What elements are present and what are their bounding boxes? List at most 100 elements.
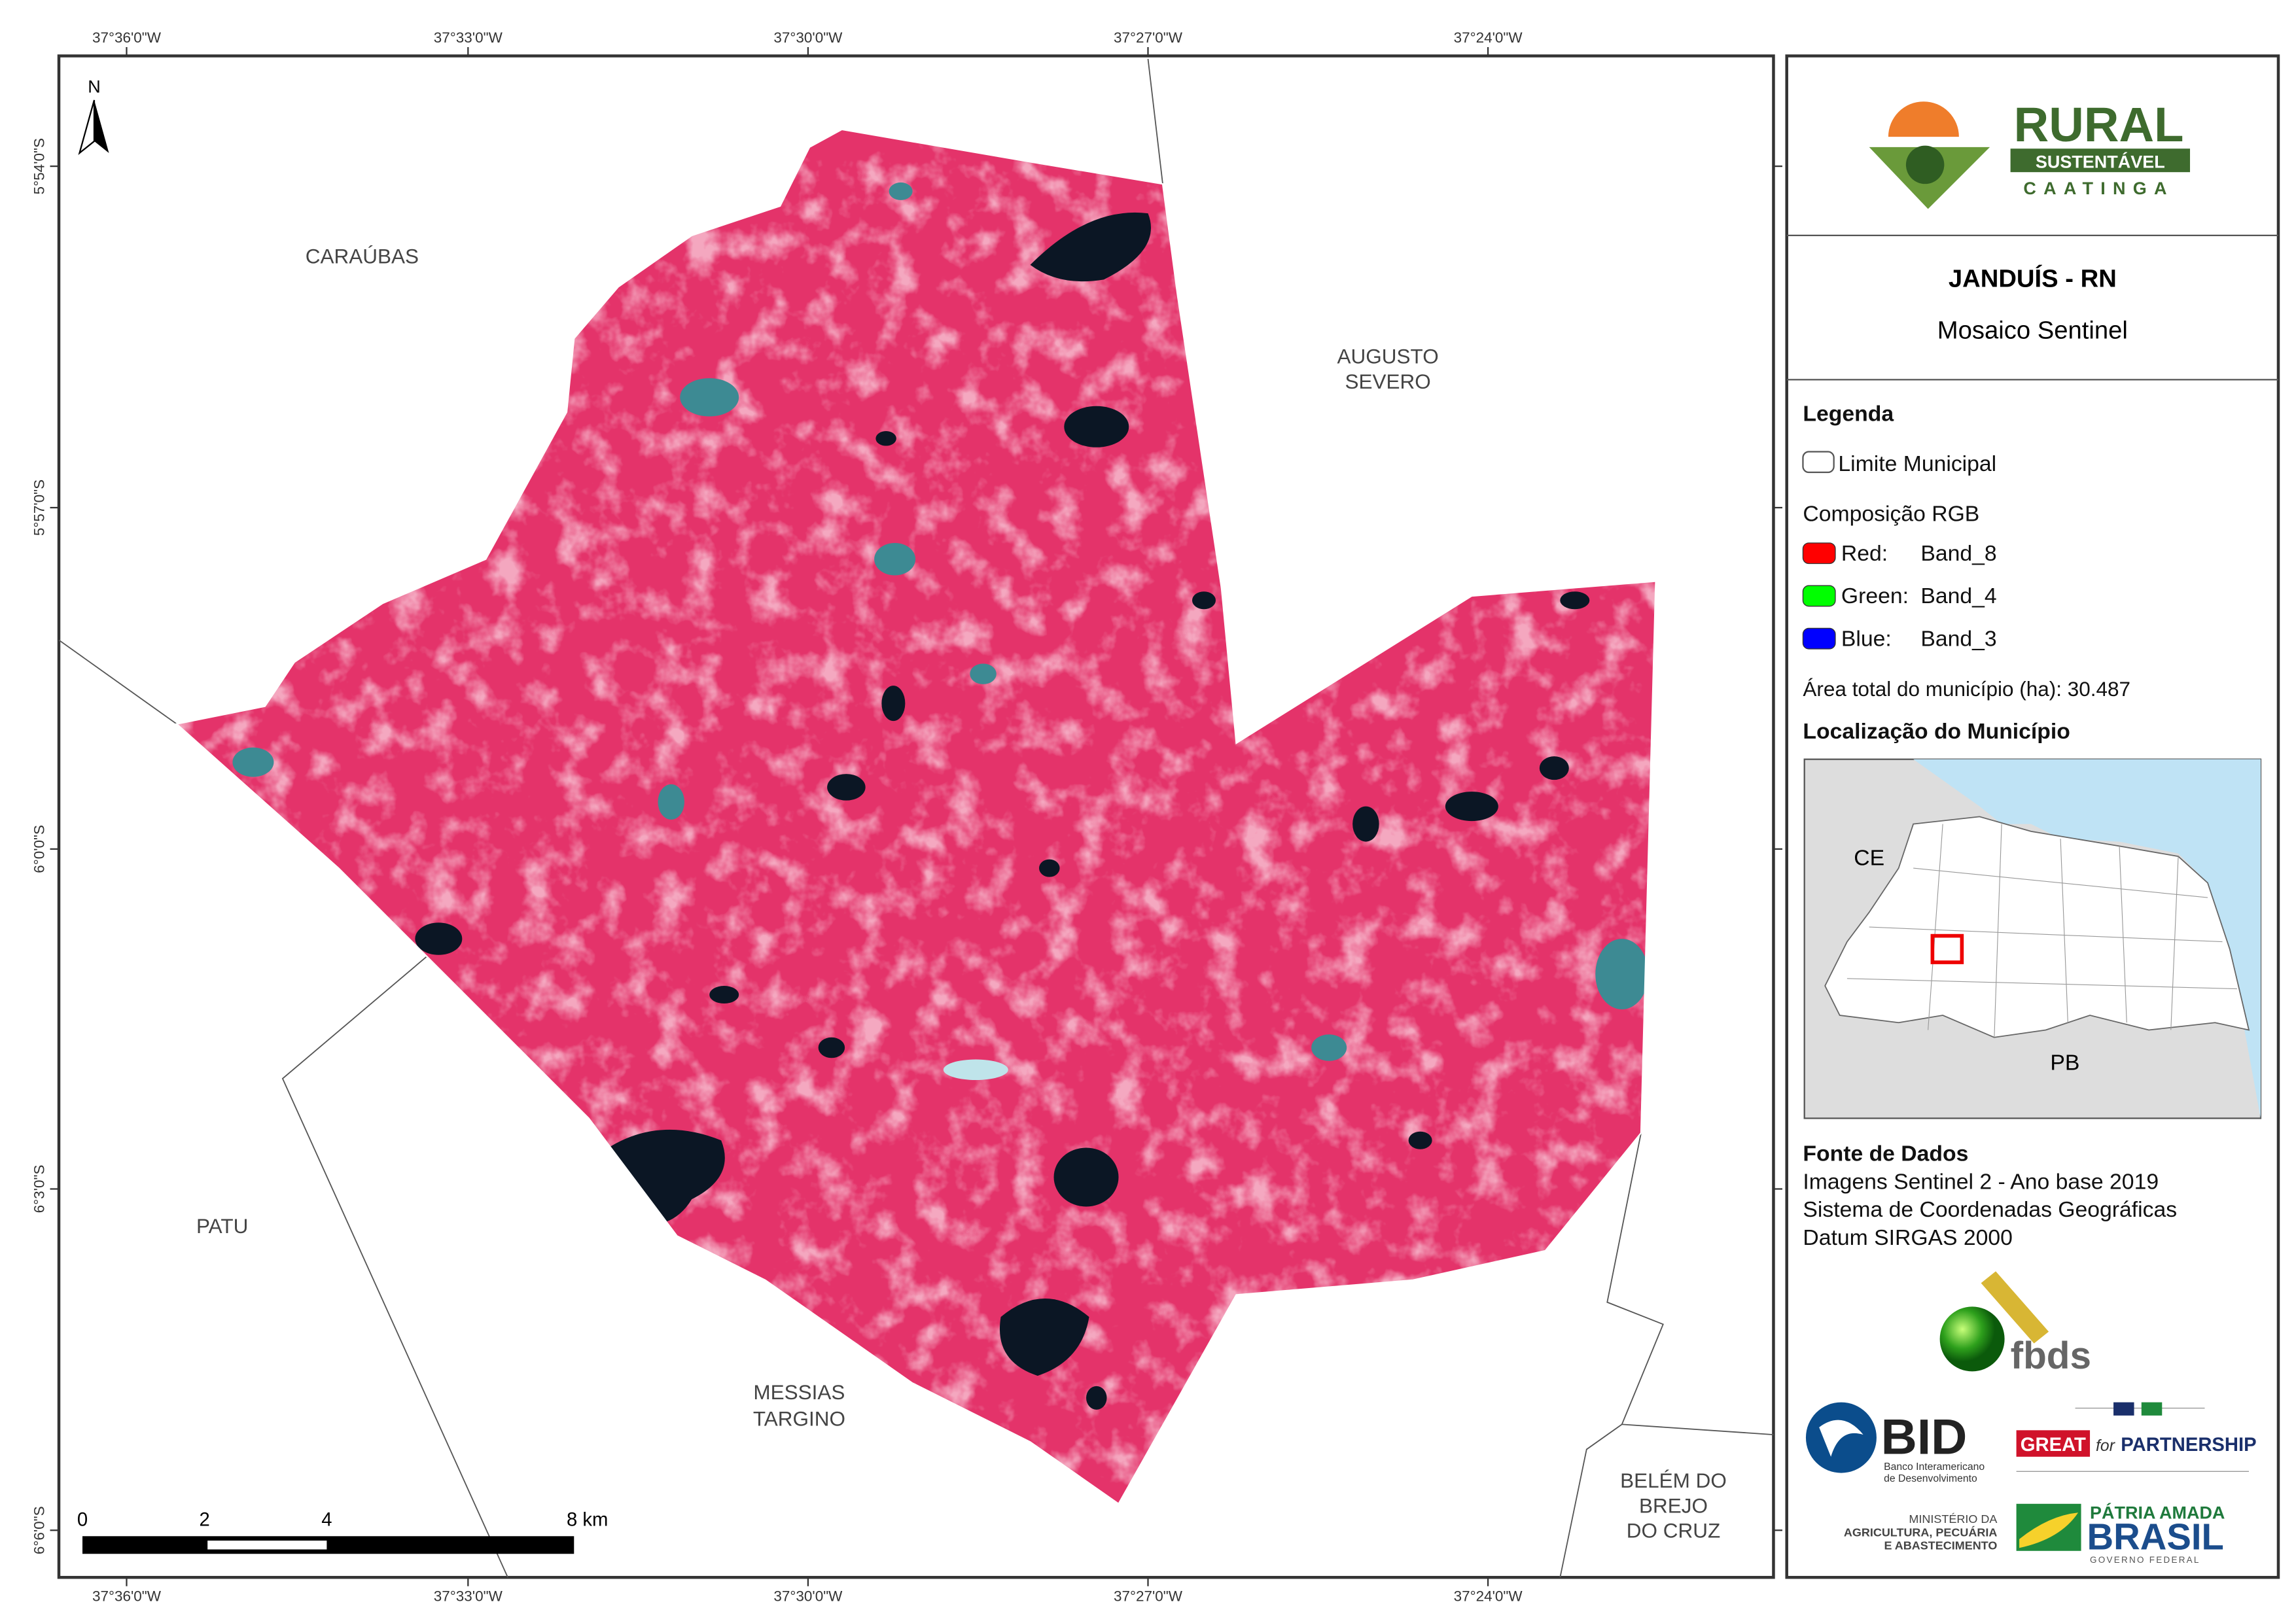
state-rn	[1824, 816, 2250, 1038]
place-name: CARAÚBAS	[306, 245, 419, 268]
rural-logo: RURAL SUSTENTÁVEL CAATINGA	[1869, 97, 2191, 209]
inset-map: CE PB	[1803, 758, 2262, 1119]
logo-text: PÁTRIA AMADA	[2090, 1502, 2225, 1522]
longitude-label: 37°24'0"W	[1454, 1588, 1523, 1604]
logo-shape	[2019, 1512, 2079, 1548]
logo-shape	[1981, 1271, 2049, 1344]
shallow-water	[232, 182, 1649, 1081]
bid-logo: BID Banco Interamericano de Desenvolvime…	[1805, 1402, 1985, 1484]
logo-shape	[1888, 101, 1959, 137]
legend-item: Limite Municipal	[1838, 451, 1996, 476]
scale-bar: 0 2 4 8 km	[77, 1510, 608, 1554]
longitude-label: 37°33'0"W	[434, 29, 503, 46]
longitude-labels: 37°36'0"W 37°33'0"W 37°30'0"W 37°27'0"W …	[92, 29, 1523, 1604]
scale-label: 2	[200, 1510, 210, 1531]
sources-heading: Fonte de Dados	[1803, 1142, 1968, 1166]
band-list: Red: Band_8 Green: Band_4 Blue: Band_3	[1802, 541, 1997, 651]
longitude-label: 37°33'0"W	[434, 1588, 503, 1604]
band-name: Band_4	[1920, 584, 1996, 608]
place-name: MESSIAS	[753, 1380, 845, 1404]
inset-label: PB	[2050, 1050, 2079, 1075]
logo-text: RURAL	[2014, 97, 2184, 152]
latitude-labels: 5°54'0"S 5°57'0"S 6°0'0"S 6°3'0"S 6°6'0"…	[31, 138, 48, 1554]
latitude-label: 6°0'0"S	[31, 825, 48, 873]
fbds-logo: fbds	[1939, 1271, 2091, 1377]
boundary-line	[1559, 1423, 1623, 1578]
boundary-line	[1606, 1132, 1774, 1435]
scale-segment	[207, 1541, 327, 1550]
longitude-label: 37°36'0"W	[92, 29, 162, 46]
place-name: SEVERO	[1345, 370, 1431, 393]
place-names: CARAÚBAS AUGUSTO SEVERO PATU MESSIAS TAR…	[196, 245, 1727, 1543]
source-line: Datum SIRGAS 2000	[1803, 1225, 2012, 1250]
logo-shape	[2016, 1430, 2091, 1457]
north-arrow	[94, 99, 109, 153]
neighbor-boundaries	[58, 58, 1774, 1578]
longitude-label: 37°27'0"W	[1114, 29, 1183, 46]
logo-text: E ABASTECIMENTO	[1884, 1539, 1997, 1552]
logo-shape	[1939, 1306, 2005, 1372]
place-name: BELÉM DO	[1620, 1469, 1727, 1492]
logo-text: fbds	[2011, 1335, 2091, 1377]
band-swatch	[1802, 585, 1836, 607]
deep-water	[415, 212, 1590, 1410]
logo-text: GREAT	[2021, 1435, 2086, 1456]
boundary-line	[58, 639, 177, 725]
brasil-logo: PÁTRIA AMADA BRASIL GOVERNO FEDERAL	[2016, 1502, 2225, 1565]
great-logo: GREAT for PARTNERSHIP	[2016, 1402, 2257, 1472]
north-label: N	[88, 77, 101, 97]
longitude-label: 37°27'0"W	[1114, 1588, 1183, 1604]
band-channel: Red:	[1841, 541, 1888, 566]
boundary-line	[1147, 58, 1163, 184]
latitude-label: 6°3'0"S	[31, 1165, 48, 1213]
longitude-label: 37°36'0"W	[92, 1588, 162, 1604]
scale-label: 4	[321, 1510, 332, 1531]
municipal-grid	[1846, 824, 2238, 1038]
place-name: PATU	[196, 1214, 248, 1238]
logo-shape	[2141, 1402, 2163, 1416]
logo-shape	[1819, 1420, 1863, 1457]
municipal-limit	[175, 128, 1657, 1505]
source-line: Sistema de Coordenadas Geográficas	[1803, 1197, 2177, 1222]
logo-text: CAATINGA	[2023, 179, 2174, 198]
place-name: TARGINO	[753, 1407, 845, 1431]
logo-text: de Desenvolvimento	[1884, 1473, 1977, 1484]
longitude-label: 37°30'0"W	[773, 29, 843, 46]
logo-shape	[2113, 1402, 2134, 1416]
longitude-label: 37°24'0"W	[1454, 29, 1523, 46]
sea	[1913, 759, 2261, 1119]
boundary-swatch	[1802, 451, 1835, 474]
logo-shape	[1905, 145, 1945, 184]
sources: Fonte de Dados Imagens Sentinel 2 - Ano …	[1803, 1142, 2177, 1250]
boundary-line	[281, 956, 508, 1578]
legend-heading: Legenda	[1803, 401, 1894, 426]
legend: Legenda Limite Municipal Composição RGB …	[1802, 401, 2130, 744]
logo-text: Banco Interamericano	[1884, 1461, 1985, 1473]
latitude-label: 5°54'0"S	[31, 138, 48, 194]
logo-text: BID	[1881, 1409, 1968, 1465]
inset-label: CE	[1854, 846, 1884, 871]
scale-label: 8 km	[567, 1510, 608, 1531]
north-arrow	[78, 99, 96, 155]
source-line: Imagens Sentinel 2 - Ano base 2019	[1803, 1169, 2159, 1194]
subtitle: Mosaico Sentinel	[1937, 316, 2128, 344]
logo-shape	[2010, 148, 2191, 173]
logo-text: for	[2096, 1437, 2116, 1455]
band-name: Band_8	[1920, 541, 1996, 566]
logo-text: SUSTENTÁVEL	[2036, 151, 2165, 171]
longitude-label: 37°30'0"W	[773, 1588, 843, 1604]
latitude-label: 5°57'0"S	[31, 480, 48, 536]
ministry-logo: MINISTÉRIO DA AGRICULTURA, PECUÁRIA E AB…	[1844, 1512, 1997, 1552]
band-swatch	[1802, 542, 1836, 565]
area-text: Área total do município (ha): 30.487	[1803, 677, 2130, 701]
band-channel: Green:	[1841, 584, 1909, 608]
latitude-label: 6°6'0"S	[31, 1506, 48, 1554]
logo-text: MINISTÉRIO DA	[1909, 1512, 1997, 1526]
band-channel: Blue:	[1841, 626, 1892, 651]
logo-text: AGRICULTURA, PECUÁRIA	[1844, 1525, 1997, 1539]
scale-label: 0	[77, 1510, 88, 1531]
scale-segment	[82, 1536, 574, 1554]
